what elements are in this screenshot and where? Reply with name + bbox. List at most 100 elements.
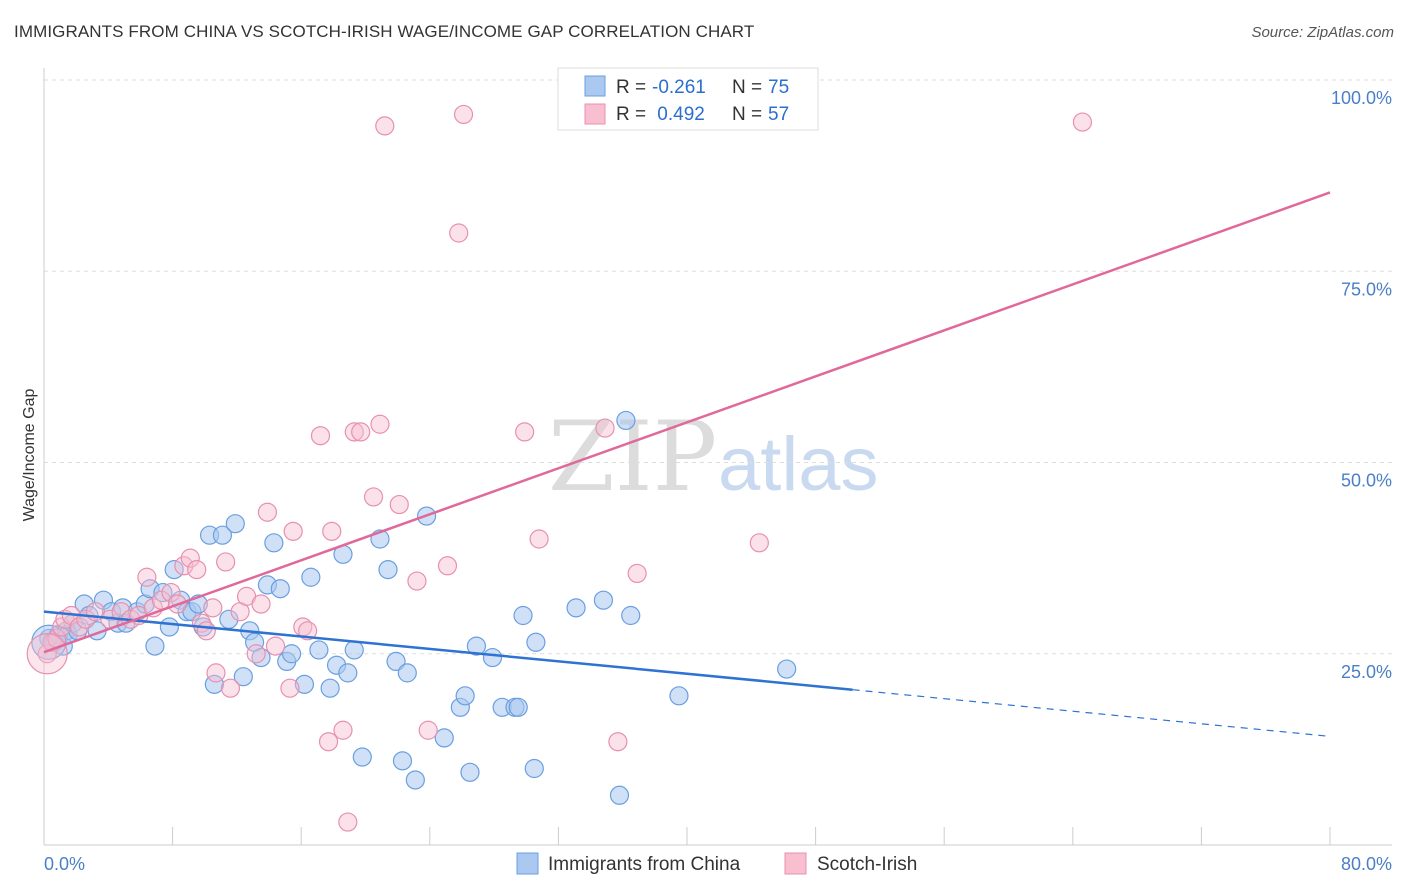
scotch-point-22 <box>196 621 216 641</box>
scotch-point-30 <box>251 594 271 614</box>
scotch-point-54 <box>529 529 549 549</box>
x-tick-label-min: 0.0% <box>44 854 85 874</box>
scotch-point-42 <box>344 422 364 442</box>
scotch-point-40 <box>333 720 353 740</box>
grid-lines <box>44 79 1392 655</box>
scotch-point-41 <box>338 812 358 832</box>
china-point-68 <box>526 632 546 652</box>
scotch-point-18 <box>174 556 194 576</box>
china-point-33 <box>233 667 253 687</box>
scotch-point-26 <box>220 678 241 698</box>
scotch-point-25 <box>216 552 236 572</box>
x-tick-label-max: 80.0% <box>1341 854 1392 874</box>
china-point-76 <box>777 659 797 679</box>
legend-swatch-china <box>584 75 606 97</box>
trend-line-china <box>43 610 853 691</box>
y-tick-label-3: 100.0% <box>1331 88 1392 108</box>
y-tick-label-2: 75.0% <box>1341 279 1392 299</box>
scotch-point-47 <box>389 494 409 515</box>
scotch-point-53 <box>515 422 535 442</box>
china-point-55 <box>397 663 417 683</box>
china-point-44 <box>309 640 329 660</box>
china-point-72 <box>609 785 630 805</box>
china-point-45 <box>320 678 340 698</box>
china-point-75 <box>669 686 689 706</box>
scotch-point-36 <box>298 621 318 641</box>
y-axis-label: Wage/Income Gap <box>21 389 38 522</box>
china-point-73 <box>616 410 636 431</box>
scotch-point-20 <box>187 559 207 580</box>
china-point-70 <box>566 598 586 618</box>
china-point-32 <box>225 514 245 534</box>
scotch-point-39 <box>322 521 342 541</box>
y-tick-labels: 25.0% 50.0% 75.0% 100.0% <box>1331 88 1392 682</box>
scotch-point-51 <box>449 223 469 243</box>
scotch-point-57 <box>627 563 647 584</box>
scotch-point-37 <box>310 426 331 446</box>
scotch-point-24 <box>206 663 226 683</box>
legend-r-label-scotch: R = <box>616 104 646 125</box>
scotch-point-48 <box>407 571 427 591</box>
scotch-point-23 <box>203 598 223 618</box>
china-point-56 <box>405 770 425 790</box>
scotch-point-56 <box>608 732 628 752</box>
china-point-69 <box>524 758 544 779</box>
china-point-42 <box>294 674 315 694</box>
china-point-74 <box>621 605 641 626</box>
legend-r-value-scotch: 0.492 <box>652 104 705 125</box>
y-tick-label-0: 25.0% <box>1341 662 1392 682</box>
scotch-point-43 <box>351 422 371 442</box>
legend-n-label-scotch: N = <box>732 104 762 125</box>
china-point-43 <box>301 567 321 587</box>
china-point-61 <box>460 762 480 782</box>
china-point-30 <box>212 525 233 545</box>
scotch-point-32 <box>265 636 286 656</box>
legend-n-value-scotch: 57 <box>768 104 789 125</box>
x-tick-labels: 0.0% 80.0% <box>44 854 1392 874</box>
china-point-63 <box>482 647 503 668</box>
scotch-point-13 <box>137 567 157 587</box>
china-point-47 <box>338 663 358 683</box>
scotch-point-44 <box>363 487 384 507</box>
series-legend-label-scotch: Scotch-Irish <box>817 854 917 875</box>
series-legend-label-china: Immigrants from China <box>548 854 741 875</box>
china-point-38 <box>264 533 284 553</box>
series-legend: Immigrants from China Scotch-Irish <box>516 852 917 875</box>
legend-swatch-scotch <box>584 103 606 125</box>
legend-r-value-china: -0.261 <box>652 77 706 98</box>
scotch-point-45 <box>370 414 390 434</box>
china-point-71 <box>593 590 614 610</box>
china-point-54 <box>392 751 413 771</box>
scotch-cluster-point <box>26 633 68 675</box>
china-point-39 <box>270 579 290 599</box>
scotch-point-33 <box>280 678 300 698</box>
scotch-point-38 <box>318 732 339 752</box>
china-point-20 <box>153 582 173 603</box>
series-legend-swatch-scotch <box>784 852 807 875</box>
scotch-point-31 <box>257 502 278 522</box>
china-point-67 <box>513 605 533 626</box>
trend-line-china-extension <box>852 689 1331 737</box>
series-scotch-points <box>26 104 1093 832</box>
scotch-point-46 <box>375 116 395 136</box>
scotch-point-19 <box>180 548 200 568</box>
china-point-66 <box>508 697 528 717</box>
china-point-60 <box>455 686 475 706</box>
legend-n-value-china: 75 <box>768 77 789 98</box>
scotch-point-16 <box>161 582 181 603</box>
watermark-atlas: atlas <box>718 422 879 507</box>
chart-source: Source: ZipAtlas.com <box>1251 24 1394 41</box>
trend-line-scotch <box>43 191 1331 654</box>
scotch-point-34 <box>283 521 303 541</box>
legend-r-label-china: R = <box>616 77 646 98</box>
china-point-53 <box>386 651 406 672</box>
trend-lines <box>43 191 1331 737</box>
legend-n-label-china: N = <box>732 77 762 98</box>
scotch-point-59 <box>1072 112 1093 132</box>
china-point-48 <box>344 640 364 660</box>
china-point-19 <box>145 636 165 656</box>
stats-legend: R = -0.261 N = 75 R = 0.492 N = 57 <box>557 67 819 131</box>
china-point-22 <box>164 559 184 580</box>
scotch-point-58 <box>749 533 769 553</box>
